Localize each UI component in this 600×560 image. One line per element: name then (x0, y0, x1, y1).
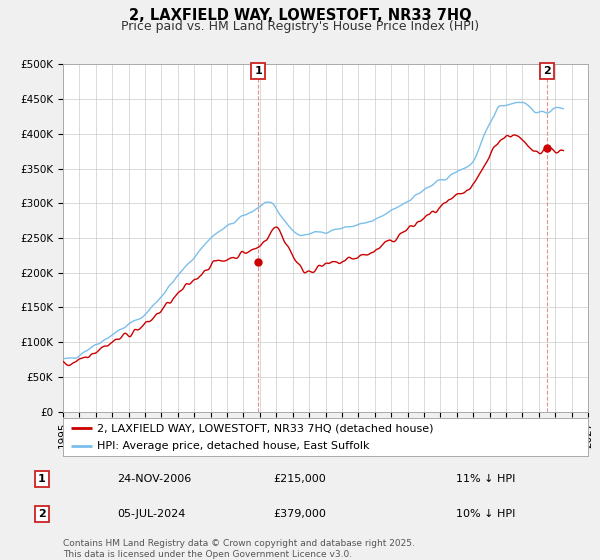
Text: 2: 2 (38, 509, 46, 519)
Text: Contains HM Land Registry data © Crown copyright and database right 2025.
This d: Contains HM Land Registry data © Crown c… (63, 539, 415, 559)
Text: HPI: Average price, detached house, East Suffolk: HPI: Average price, detached house, East… (97, 441, 370, 451)
Text: 05-JUL-2024: 05-JUL-2024 (117, 509, 185, 519)
Text: £379,000: £379,000 (274, 509, 326, 519)
Text: £215,000: £215,000 (274, 474, 326, 484)
Text: 10% ↓ HPI: 10% ↓ HPI (456, 509, 515, 519)
Text: 2: 2 (543, 66, 551, 76)
Text: 11% ↓ HPI: 11% ↓ HPI (456, 474, 515, 484)
Text: 2, LAXFIELD WAY, LOWESTOFT, NR33 7HQ: 2, LAXFIELD WAY, LOWESTOFT, NR33 7HQ (128, 8, 472, 24)
Text: 1: 1 (254, 66, 262, 76)
Text: 1: 1 (38, 474, 46, 484)
Text: 2, LAXFIELD WAY, LOWESTOFT, NR33 7HQ (detached house): 2, LAXFIELD WAY, LOWESTOFT, NR33 7HQ (de… (97, 423, 434, 433)
Text: Price paid vs. HM Land Registry's House Price Index (HPI): Price paid vs. HM Land Registry's House … (121, 20, 479, 33)
Text: 24-NOV-2006: 24-NOV-2006 (117, 474, 191, 484)
